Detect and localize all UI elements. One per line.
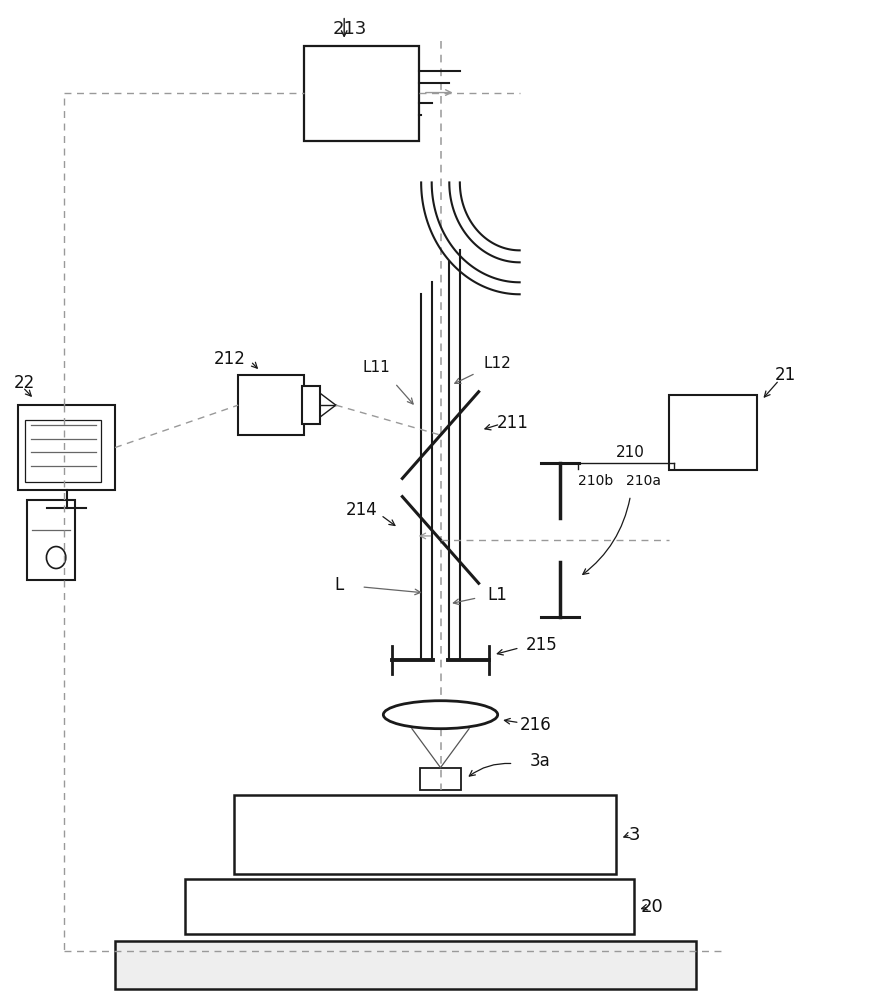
Text: 210: 210 (616, 445, 645, 460)
Text: L: L (335, 576, 344, 594)
Bar (302, 386, 320, 424)
Text: 22: 22 (14, 374, 35, 392)
Bar (26, 420, 101, 482)
Bar (27, 500, 76, 580)
Text: 3a: 3a (529, 752, 551, 770)
Text: 210a: 210a (626, 474, 661, 488)
Text: 212: 212 (213, 350, 245, 368)
Bar (233, 795, 617, 874)
Text: 213: 213 (333, 20, 367, 38)
Text: 20: 20 (640, 898, 663, 916)
Bar (19, 405, 115, 490)
Text: 215: 215 (526, 636, 558, 654)
Ellipse shape (383, 701, 498, 729)
Bar (238, 375, 304, 435)
Bar (185, 879, 634, 934)
Text: 3: 3 (628, 826, 640, 844)
Text: L12: L12 (484, 356, 512, 371)
Bar (670, 395, 757, 470)
Text: 214: 214 (345, 501, 377, 519)
Text: L11: L11 (362, 360, 390, 375)
Bar (420, 768, 461, 790)
Bar (115, 941, 696, 989)
Text: 211: 211 (497, 414, 529, 432)
Text: L1: L1 (488, 586, 507, 604)
Circle shape (47, 547, 66, 569)
Text: 210b: 210b (578, 474, 613, 488)
Text: 21: 21 (774, 366, 796, 384)
Text: 216: 216 (520, 716, 552, 734)
Bar (304, 46, 418, 140)
